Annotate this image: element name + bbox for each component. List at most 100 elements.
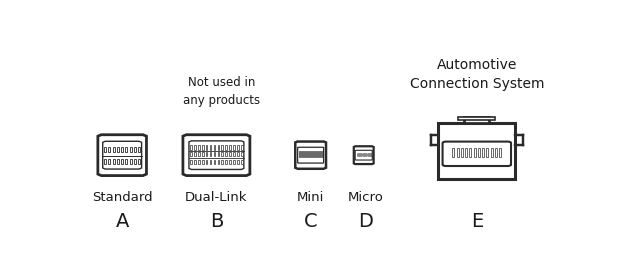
Bar xyxy=(469,149,472,157)
Bar xyxy=(202,145,204,150)
Bar xyxy=(319,151,320,157)
Bar xyxy=(356,153,357,156)
Bar xyxy=(205,160,207,165)
PathPatch shape xyxy=(189,141,244,169)
Bar xyxy=(117,147,119,152)
Bar xyxy=(190,160,192,165)
Bar xyxy=(221,160,223,165)
Text: Not used in
any products: Not used in any products xyxy=(183,76,260,107)
Bar xyxy=(214,145,215,150)
Bar xyxy=(358,153,359,156)
Bar xyxy=(317,151,318,157)
Bar xyxy=(194,160,196,165)
Text: D: D xyxy=(358,212,372,231)
Bar xyxy=(303,151,304,157)
Bar xyxy=(218,152,220,156)
Bar xyxy=(225,152,227,156)
Text: Automotive
Connection System: Automotive Connection System xyxy=(410,58,544,91)
Bar xyxy=(113,147,115,152)
Bar xyxy=(465,117,489,123)
Bar xyxy=(237,145,239,150)
Bar xyxy=(321,151,322,157)
Bar xyxy=(190,145,192,150)
FancyBboxPatch shape xyxy=(443,142,511,166)
Text: Standard: Standard xyxy=(92,191,152,203)
Bar xyxy=(229,152,231,156)
Text: B: B xyxy=(210,212,223,231)
Bar xyxy=(233,145,235,150)
Bar xyxy=(218,145,220,150)
Bar xyxy=(202,152,204,156)
Text: Mini: Mini xyxy=(297,191,324,203)
PathPatch shape xyxy=(102,141,141,169)
Bar xyxy=(305,151,306,157)
Bar xyxy=(194,152,196,156)
Bar xyxy=(491,149,493,157)
Text: Micro: Micro xyxy=(348,191,383,203)
Bar xyxy=(233,152,235,156)
Bar xyxy=(205,145,207,150)
Bar xyxy=(198,145,200,150)
Bar xyxy=(225,160,227,165)
Bar xyxy=(225,145,227,150)
Bar xyxy=(125,159,127,164)
Bar xyxy=(452,149,454,157)
Bar xyxy=(214,152,215,156)
Bar xyxy=(307,151,308,157)
Bar xyxy=(311,151,312,157)
Bar xyxy=(360,153,361,156)
PathPatch shape xyxy=(295,141,326,169)
Bar xyxy=(458,117,495,120)
Bar xyxy=(130,159,132,164)
Bar xyxy=(301,151,302,157)
Bar xyxy=(229,160,231,165)
Bar xyxy=(482,149,484,157)
Bar xyxy=(194,145,196,150)
Bar xyxy=(461,149,463,157)
Bar xyxy=(198,160,200,165)
Bar xyxy=(478,149,480,157)
Bar xyxy=(499,149,501,157)
Bar xyxy=(205,152,207,156)
Text: E: E xyxy=(470,212,483,231)
Bar xyxy=(495,149,497,157)
Bar xyxy=(237,152,239,156)
PathPatch shape xyxy=(98,135,147,176)
Bar xyxy=(130,147,132,152)
Bar xyxy=(138,159,140,164)
PathPatch shape xyxy=(183,135,250,176)
Bar xyxy=(241,145,243,150)
Bar xyxy=(486,149,488,157)
Bar xyxy=(229,145,231,150)
Bar xyxy=(134,159,136,164)
Bar xyxy=(210,160,211,165)
Text: C: C xyxy=(304,212,317,231)
Bar xyxy=(221,152,223,156)
Bar xyxy=(214,160,215,165)
Bar xyxy=(465,149,467,157)
Bar xyxy=(104,147,106,152)
Bar xyxy=(210,152,211,156)
Bar xyxy=(108,159,110,164)
Bar xyxy=(190,152,192,156)
PathPatch shape xyxy=(354,146,374,164)
Bar xyxy=(233,160,235,165)
Bar xyxy=(108,147,110,152)
Bar xyxy=(309,151,310,157)
Bar xyxy=(474,149,476,157)
Bar xyxy=(218,160,220,165)
Bar xyxy=(438,123,515,179)
Bar xyxy=(125,147,127,152)
Text: Dual-Link: Dual-Link xyxy=(185,191,248,203)
Bar xyxy=(202,160,204,165)
Bar xyxy=(121,147,123,152)
Bar xyxy=(121,159,123,164)
Bar xyxy=(241,152,243,156)
Bar xyxy=(113,159,115,164)
Bar xyxy=(313,151,314,157)
Bar xyxy=(138,147,140,152)
Text: A: A xyxy=(115,212,129,231)
Bar xyxy=(104,159,106,164)
Bar xyxy=(198,152,200,156)
Bar xyxy=(457,149,459,157)
